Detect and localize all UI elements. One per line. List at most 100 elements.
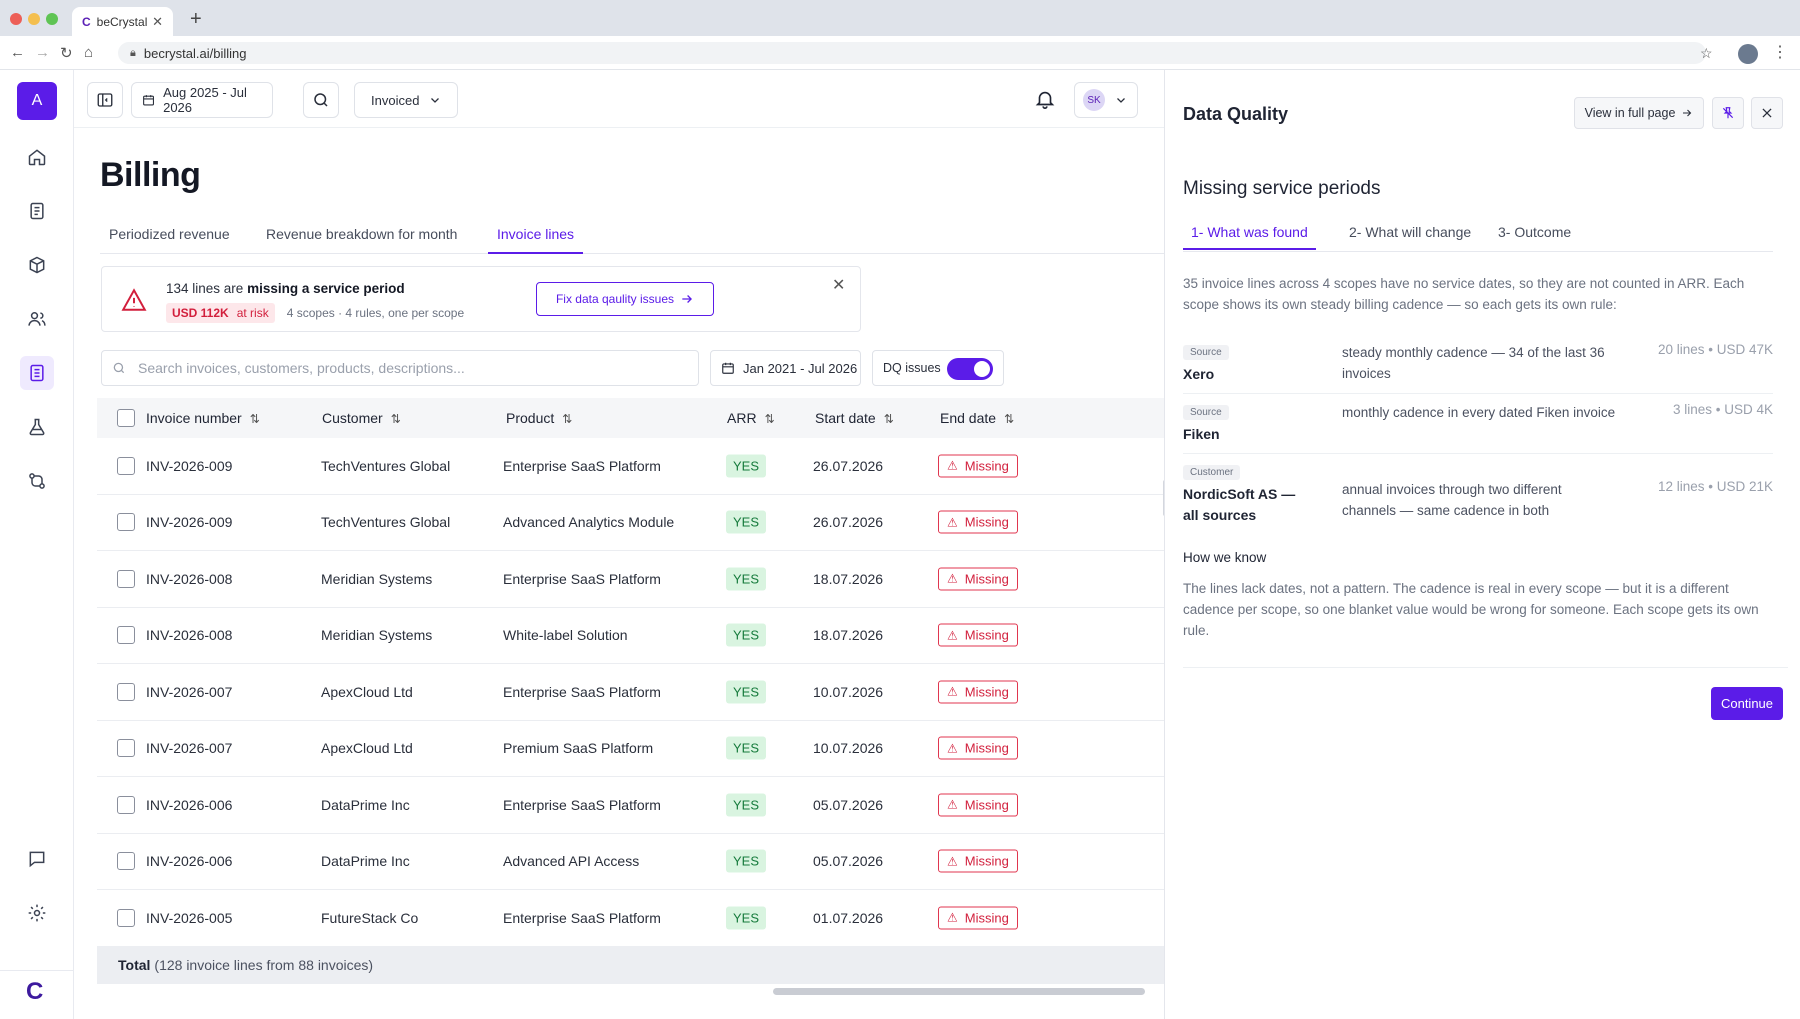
sort-icon[interactable]: ⇅ [883,412,894,426]
customer-name: Meridian Systems [321,627,433,644]
home-icon[interactable]: ⌂ [84,44,94,61]
column-header-product[interactable]: Product ⇅ [506,410,573,426]
table-row[interactable]: INV-2026-005 FutureStack Co Enterprise S… [97,890,1164,947]
table-row[interactable]: INV-2026-009 TechVentures Global Enterpr… [97,438,1164,495]
scope-row: Source Fiken monthly cadence in every da… [1183,402,1773,454]
sort-icon[interactable]: ⇅ [249,412,260,426]
column-header-start-date[interactable]: Start date ⇅ [815,410,894,426]
tab-periodized-revenue[interactable]: Periodized revenue [109,226,230,242]
forward-icon[interactable]: → [35,44,50,61]
table-row[interactable]: INV-2026-008 Meridian Systems White-labe… [97,608,1164,664]
missing-end-date-badge[interactable]: ⚠︎ Missing [938,849,1018,873]
browser-profile-avatar[interactable] [1738,44,1758,64]
lock-icon: 🔒︎ [130,46,136,59]
row-checkbox[interactable] [117,456,135,475]
billing-document-icon[interactable] [20,356,54,390]
close-panel-button[interactable] [1751,97,1783,129]
step-what-will-change[interactable]: 2- What will change [1349,224,1472,240]
org-avatar[interactable]: A [17,82,57,120]
table-date-range-label: Jan 2021 - Jul 2026 [743,360,858,376]
missing-end-date-badge[interactable]: ⚠︎ Missing [938,623,1018,647]
sort-icon[interactable]: ⇅ [764,412,775,426]
search-button[interactable] [303,82,339,118]
row-checkbox[interactable] [117,795,135,814]
search-input[interactable]: Search invoices, customers, products, de… [101,350,699,386]
scope-row: Source Xero steady monthly cadence — 34 … [1183,342,1773,394]
integrations-icon[interactable] [24,468,50,494]
missing-end-date-badge[interactable]: ⚠︎ Missing [938,906,1018,930]
table-row[interactable]: INV-2026-006 DataPrime Inc Enterprise Sa… [97,777,1164,834]
scope-row: Customer NordicSoft AS — all sources ann… [1183,462,1773,532]
new-tab-icon[interactable]: + [190,8,202,30]
missing-end-date-badge[interactable]: ⚠︎ Missing [938,567,1018,591]
row-checkbox[interactable] [117,852,135,871]
close-alert-icon[interactable]: ✕ [832,277,846,294]
dq-issues-filter[interactable]: DQ issues [872,350,1004,386]
maximize-window-button[interactable] [46,13,58,25]
select-all-checkbox[interactable] [117,409,135,427]
column-header-arr[interactable]: ARR ⇅ [727,410,775,426]
column-header-invoice[interactable]: Invoice number ⇅ [146,410,260,426]
fix-data-quality-button[interactable]: Fix data qaulity issues [536,282,714,316]
row-checkbox[interactable] [117,513,135,532]
chat-icon[interactable] [24,846,50,872]
table-row[interactable]: INV-2026-006 DataPrime Inc Advanced API … [97,834,1164,890]
invoiced-filter-dropdown[interactable]: Invoiced [354,82,458,118]
url-field[interactable]: 🔒︎ becrystal.ai/billing [118,42,1706,64]
reload-icon[interactable]: ↻ [60,45,73,62]
tab-revenue-breakdown[interactable]: Revenue breakdown for month [266,226,458,242]
table-row[interactable]: INV-2026-007 ApexCloud Ltd Enterprise Sa… [97,664,1164,721]
row-checkbox[interactable] [117,739,135,758]
tab-invoice-lines[interactable]: Invoice lines [488,226,584,254]
table-row[interactable]: INV-2026-009 TechVentures Global Advance… [97,495,1164,551]
minimize-window-button[interactable] [28,13,40,25]
sort-icon[interactable]: ⇅ [390,412,401,426]
customers-icon[interactable] [24,306,50,332]
missing-end-date-badge[interactable]: ⚠︎ Missing [938,736,1018,760]
back-icon[interactable]: ← [10,44,25,61]
flask-icon[interactable] [24,414,50,440]
date-range-picker[interactable]: Aug 2025 - Jul 2026 [131,82,273,118]
toggle-sidebar-button[interactable] [87,82,123,118]
invoice-number: INV-2026-009 [146,514,233,531]
step-what-was-found[interactable]: 1- What was found [1183,224,1316,250]
ledger-icon[interactable] [24,198,50,224]
sort-icon[interactable]: ⇅ [1004,412,1015,426]
unpin-icon [1722,107,1734,119]
notifications-bell-icon[interactable] [1034,88,1056,115]
table-date-range-picker[interactable]: Jan 2021 - Jul 2026 [710,350,861,386]
dq-issues-toggle[interactable] [947,358,993,380]
close-window-button[interactable] [10,13,22,25]
row-checkbox[interactable] [117,626,135,645]
unpin-panel-button[interactable] [1712,97,1744,129]
continue-button[interactable]: Continue [1711,687,1783,720]
step-outcome[interactable]: 3- Outcome [1498,224,1572,240]
missing-end-date-badge[interactable]: ⚠︎ Missing [938,510,1018,534]
bookmark-star-icon[interactable]: ☆ [1700,45,1713,61]
column-header-end-date[interactable]: End date ⇅ [940,410,1015,426]
browser-tab[interactable]: C beCrystal ✕ [72,7,173,36]
scope-name: NordicSoft AS — all sources [1183,486,1296,523]
user-menu-button[interactable]: SK [1074,82,1138,118]
product-box-icon[interactable] [24,252,50,278]
missing-end-date-badge[interactable]: ⚠︎ Missing [938,793,1018,817]
invoice-number: INV-2026-006 [146,853,233,870]
missing-end-date-badge[interactable]: ⚠︎ Missing [938,454,1018,478]
browser-menu-icon[interactable]: ⋮ [1772,44,1788,61]
top-toolbar: Aug 2025 - Jul 2026 Invoiced SK [74,70,1164,128]
column-header-customer[interactable]: Customer ⇅ [322,410,401,426]
horizontal-scrollbar[interactable] [773,988,1145,995]
table-row[interactable]: INV-2026-007 ApexCloud Ltd Premium SaaS … [97,721,1164,777]
table-row[interactable]: INV-2026-008 Meridian Systems Enterprise… [97,551,1164,608]
row-checkbox[interactable] [117,682,135,701]
chevron-down-icon [1117,98,1125,103]
invoice-number: INV-2026-005 [146,909,233,926]
missing-end-date-badge[interactable]: ⚠︎ Missing [938,680,1018,704]
sort-icon[interactable]: ⇅ [562,412,573,426]
row-checkbox[interactable] [117,569,135,588]
row-checkbox[interactable] [117,908,135,927]
settings-gear-icon[interactable] [24,900,50,926]
home-icon[interactable] [24,144,50,170]
close-tab-icon[interactable]: ✕ [152,13,163,29]
view-full-page-button[interactable]: View in full page [1574,97,1704,129]
